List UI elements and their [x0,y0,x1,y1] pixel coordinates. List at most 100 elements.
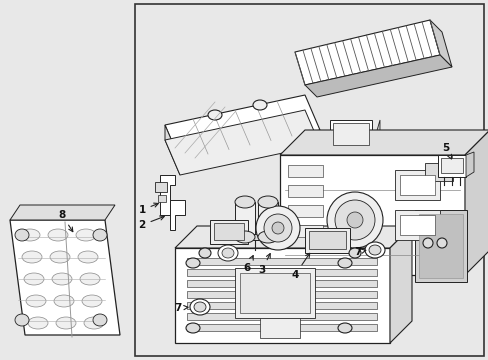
Bar [186,302,376,309]
Ellipse shape [271,222,284,234]
Bar [186,269,376,276]
Text: 7: 7 [354,247,365,257]
Ellipse shape [15,314,29,326]
Ellipse shape [28,317,48,329]
Ellipse shape [199,248,210,258]
Bar [440,158,462,173]
Bar [186,324,376,331]
Polygon shape [164,125,180,175]
Polygon shape [244,234,267,240]
Polygon shape [164,110,319,175]
Ellipse shape [258,196,278,208]
Bar [329,120,371,148]
Ellipse shape [256,206,299,250]
Polygon shape [465,152,473,177]
Text: 6: 6 [243,256,253,273]
Ellipse shape [337,258,351,268]
Polygon shape [280,130,488,155]
Ellipse shape [235,231,254,243]
Ellipse shape [218,245,238,261]
Bar [308,231,346,249]
Bar [332,123,368,145]
Ellipse shape [252,100,266,110]
Ellipse shape [422,238,432,248]
Bar [186,291,376,298]
Ellipse shape [258,231,278,243]
Bar [414,210,466,282]
Bar [235,268,314,318]
Text: 4: 4 [291,253,309,280]
Bar [175,248,389,343]
Ellipse shape [185,258,200,268]
Polygon shape [305,55,451,97]
Polygon shape [160,175,175,215]
Bar [260,318,299,338]
Ellipse shape [20,229,40,241]
Text: 2: 2 [138,216,164,230]
Text: 1: 1 [138,203,158,215]
Ellipse shape [364,242,384,258]
Ellipse shape [326,192,382,248]
Ellipse shape [82,295,102,307]
Polygon shape [429,20,451,67]
Bar [186,280,376,287]
Bar [287,185,323,197]
Bar [287,165,323,177]
Text: 8: 8 [58,210,73,231]
Bar [280,155,464,275]
Ellipse shape [80,273,100,285]
Bar [235,202,254,237]
Bar [186,313,376,320]
Ellipse shape [24,273,44,285]
Polygon shape [10,205,115,220]
Ellipse shape [50,251,70,263]
Ellipse shape [222,248,234,258]
Ellipse shape [84,317,104,329]
Ellipse shape [436,238,446,248]
Bar [394,170,439,200]
Bar [399,175,434,195]
Ellipse shape [235,196,254,208]
Ellipse shape [185,323,200,333]
Bar [424,163,452,181]
Bar [305,228,349,253]
Bar [287,205,323,217]
Bar [240,273,309,313]
Bar [214,223,244,240]
Ellipse shape [334,200,374,240]
Bar [155,182,167,192]
Ellipse shape [26,295,46,307]
Polygon shape [175,226,411,248]
Ellipse shape [348,248,360,258]
Bar [399,215,434,235]
Bar [287,225,323,237]
Ellipse shape [346,212,362,228]
Ellipse shape [368,245,380,255]
Polygon shape [10,220,120,335]
Text: 7: 7 [174,303,188,313]
Ellipse shape [337,323,351,333]
Ellipse shape [78,251,98,263]
Text: 5: 5 [442,143,450,159]
Bar [394,210,439,240]
Ellipse shape [48,229,68,241]
Ellipse shape [76,229,96,241]
Ellipse shape [54,295,74,307]
Polygon shape [389,226,411,343]
Bar [258,202,278,237]
Bar [158,195,165,202]
Ellipse shape [264,214,291,242]
Ellipse shape [56,317,76,329]
Bar [135,4,483,356]
Ellipse shape [93,229,107,241]
Bar [437,155,465,177]
Ellipse shape [194,302,205,312]
Polygon shape [170,200,184,230]
Polygon shape [164,95,319,160]
Polygon shape [294,20,439,85]
Text: 3: 3 [258,253,270,275]
Ellipse shape [15,229,29,241]
Ellipse shape [93,314,107,326]
Polygon shape [464,130,488,275]
Ellipse shape [52,273,72,285]
